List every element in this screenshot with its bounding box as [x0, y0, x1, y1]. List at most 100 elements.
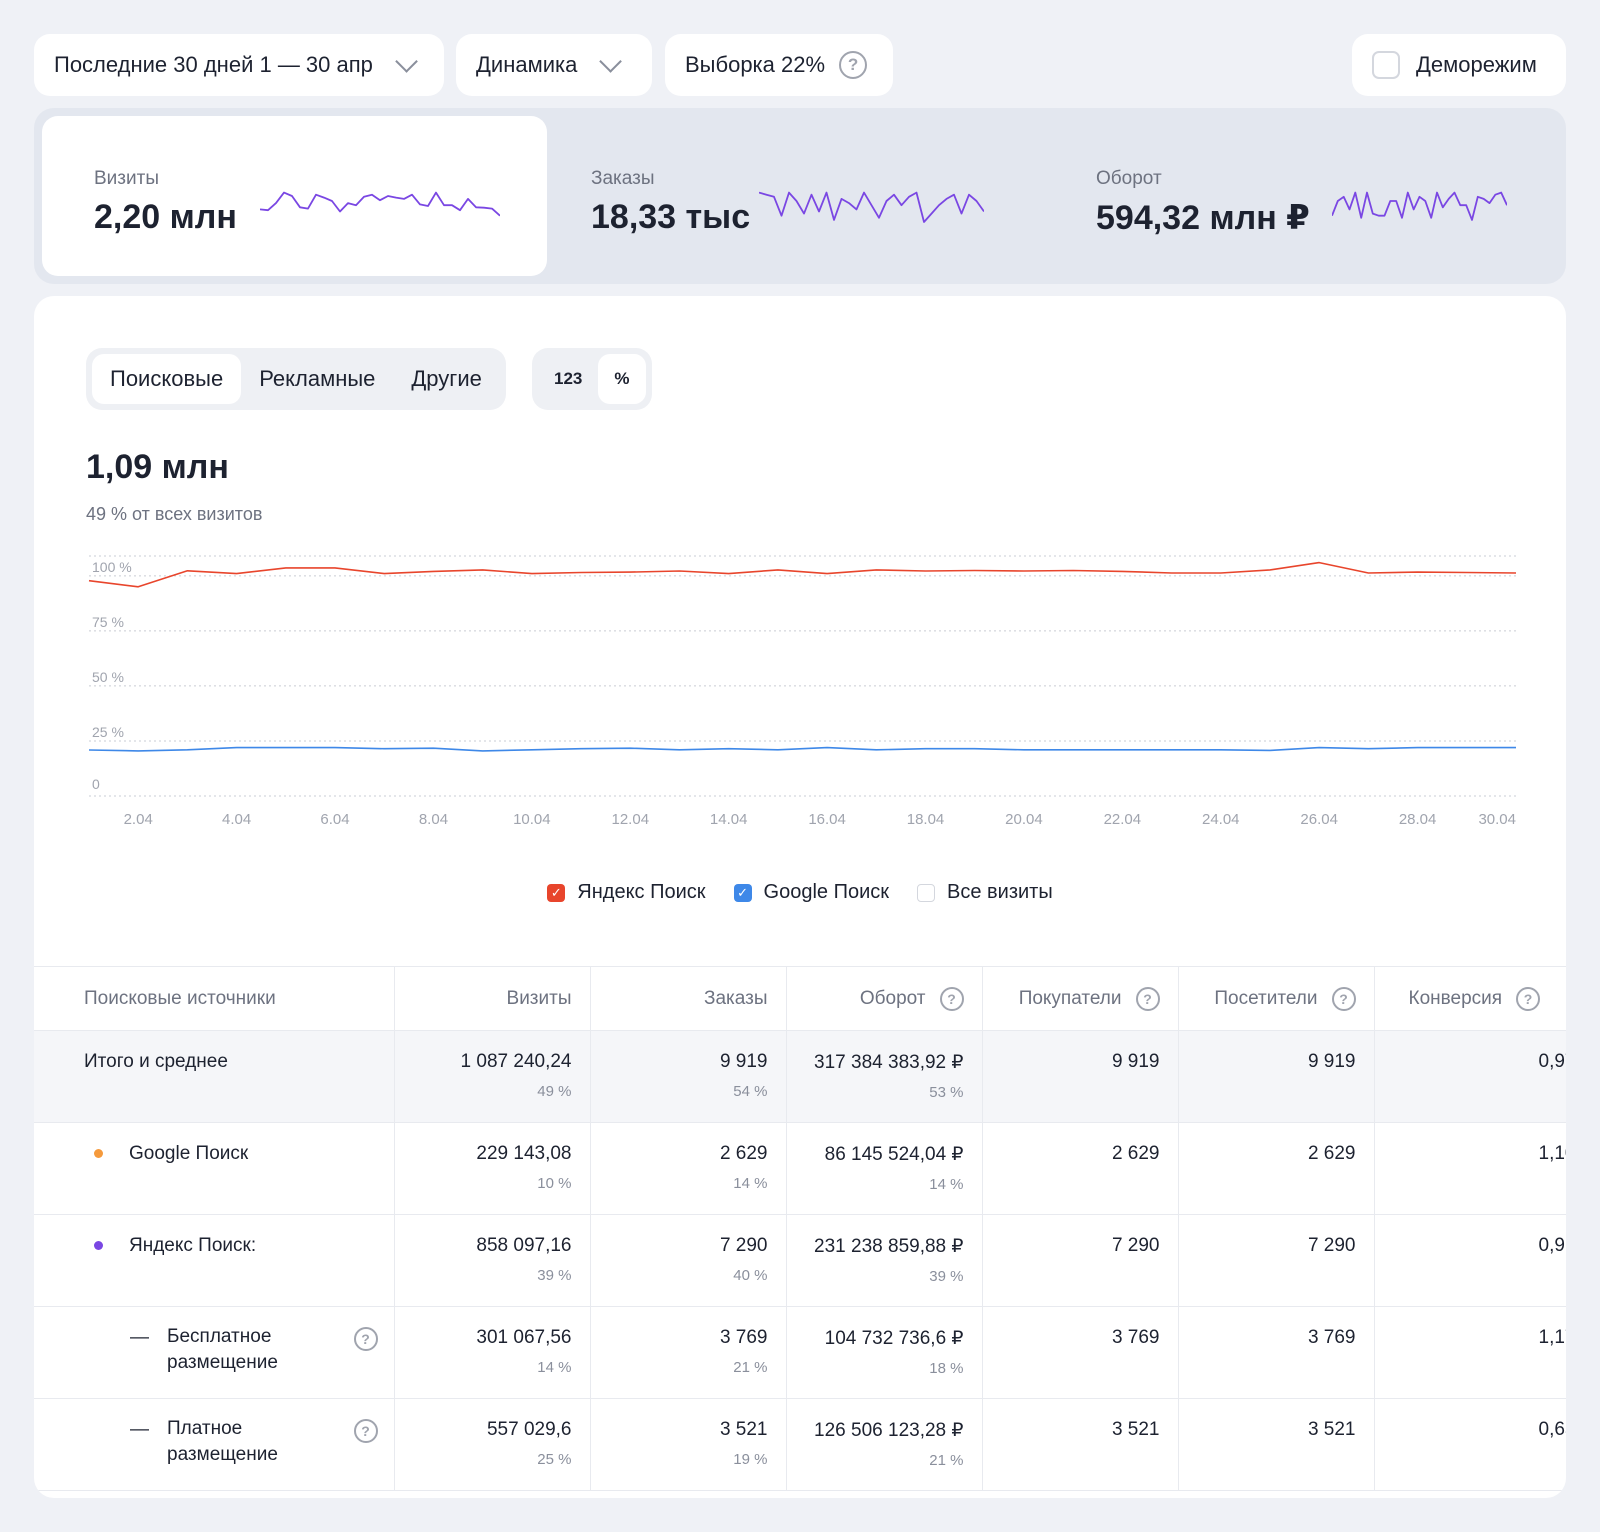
- y-tick-label: 0: [92, 776, 100, 792]
- x-tick-label: 8.04: [419, 811, 448, 828]
- kpi-value: 18,33 тыс: [591, 198, 751, 236]
- table-row[interactable]: — Платное размещение? 557 029,6 25 % 3 521 19 …: [34, 1398, 1566, 1491]
- sources-table: Поисковые источники Визиты Заказы Оборот…: [34, 966, 1566, 1491]
- chart-legend: ✓ Яндекс Поиск ✓ Google Поиск Все визиты: [34, 881, 1566, 904]
- cell-value: 1 087 240,24: [460, 1051, 572, 1072]
- kpi-label: Визиты: [94, 168, 159, 189]
- col-header-label: Оборот: [859, 987, 926, 1009]
- main-card: Поисковые Рекламные Другие 123 % 1,09 мл…: [34, 296, 1566, 1498]
- col-header-label: Покупатели: [1018, 987, 1122, 1009]
- col-header-revenue[interactable]: Оборот?: [786, 966, 983, 1031]
- demo-mode-toggle[interactable]: Деморежим: [1352, 34, 1566, 96]
- legend-checkbox-checked-icon[interactable]: ✓: [547, 883, 566, 902]
- source-name-cell: — Бесплатное размещение?: [34, 1306, 395, 1399]
- legend-item-yandex[interactable]: ✓ Яндекс Поиск: [547, 881, 706, 904]
- legend-checkbox-empty-icon[interactable]: [917, 883, 935, 902]
- row-label: Итого и среднее: [84, 1051, 228, 1072]
- data-cell: 126 506 123,28 ₽ 21 %: [786, 1398, 983, 1491]
- period-label: Последние 30 дней 1 — 30 апр: [54, 52, 373, 77]
- legend-item-all-visits[interactable]: Все визиты: [917, 881, 1053, 904]
- data-cell: 229 143,08 10 %: [394, 1122, 591, 1215]
- cell-value: 858 097,16: [476, 1235, 572, 1256]
- col-header-label: Конверсия: [1408, 987, 1503, 1009]
- cell-percent: 19 %: [733, 1451, 768, 1468]
- series-line-yandex[interactable]: [88, 561, 1517, 588]
- x-tick-label: 12.04: [612, 811, 650, 828]
- col-header-label: Посетители: [1214, 987, 1318, 1009]
- demo-checkbox[interactable]: [1372, 51, 1400, 79]
- cell-percent: 54 %: [733, 1083, 768, 1100]
- col-header-conversion[interactable]: Конверсия?: [1374, 966, 1566, 1031]
- y-tick-label: 25 %: [92, 724, 124, 740]
- cell-percent: 14 %: [733, 1175, 768, 1192]
- cell-percent: 39 %: [929, 1268, 964, 1285]
- data-cell: 2 629: [982, 1122, 1179, 1215]
- cell-value: 317 384 383,92 ₽: [814, 1052, 964, 1073]
- kpi-orders[interactable]: Заказы 18,33 тыс: [539, 116, 1044, 276]
- sparkline-path: [260, 191, 500, 217]
- help-icon[interactable]: ?: [1331, 986, 1356, 1011]
- col-header-buyers[interactable]: Покупатели?: [982, 966, 1179, 1031]
- series-line-google[interactable]: [88, 746, 1516, 752]
- data-cell: 1 087 240,24 49 %: [394, 1030, 591, 1123]
- legend-checkbox-checked-icon[interactable]: ✓: [733, 883, 752, 902]
- cell-value: 9 919: [719, 1051, 768, 1072]
- row-label: Google Поиск: [129, 1143, 249, 1164]
- col-header-orders[interactable]: Заказы: [590, 966, 787, 1031]
- data-cell: 1,10: [1374, 1122, 1566, 1215]
- table-row[interactable]: Яндекс Поиск: 858 097,16 39 % 7 290 40 % 231 …: [34, 1214, 1566, 1307]
- data-cell: 2 629: [1178, 1122, 1375, 1215]
- kpi-visits[interactable]: Визиты 2,20 млн: [42, 116, 547, 276]
- help-icon[interactable]: ?: [353, 1419, 378, 1443]
- data-cell: 9 919 54 %: [590, 1030, 787, 1123]
- tab-ads[interactable]: Рекламные: [259, 366, 376, 391]
- sparkline-path: [759, 191, 984, 223]
- help-icon[interactable]: ?: [939, 986, 964, 1011]
- y-tick-label: 100 %: [92, 559, 132, 575]
- help-icon[interactable]: ?: [839, 51, 868, 79]
- data-cell: 2 629 14 %: [590, 1122, 787, 1215]
- mode-label: Динамика: [476, 52, 578, 77]
- table-total-row[interactable]: Итого и среднее 1 087 240,24 49 % 9 919 54 %…: [34, 1030, 1566, 1123]
- x-tick-label: 6.04: [320, 811, 349, 828]
- mode-dropdown[interactable]: Динамика: [456, 34, 652, 96]
- sample-selector[interactable]: Выборка 22% ?: [665, 34, 893, 96]
- help-icon[interactable]: ?: [1135, 986, 1160, 1011]
- tab-other[interactable]: Другие: [411, 366, 482, 391]
- x-tick-label: 24.04: [1202, 811, 1240, 828]
- source-name-cell: Яндекс Поиск:: [34, 1214, 395, 1307]
- help-icon[interactable]: ?: [1516, 986, 1541, 1011]
- row-label: Бесплатное: [167, 1326, 272, 1347]
- table-row[interactable]: — Бесплатное размещение? 301 067,56 14 % 3 76…: [34, 1306, 1566, 1399]
- kpi-sparkline: [1332, 191, 1507, 221]
- legend-item-google[interactable]: ✓ Google Поиск: [733, 881, 889, 904]
- summary-note: 49 % от всех визитов: [86, 504, 263, 524]
- col-header-visits[interactable]: Визиты: [394, 966, 591, 1031]
- table-row[interactable]: Google Поиск 229 143,08 10 % 2 629 14 % 86 14…: [34, 1122, 1566, 1215]
- data-cell: 3 521: [982, 1398, 1179, 1491]
- data-cell: 3 521 19 %: [590, 1398, 787, 1491]
- cell-value: 1,10: [1538, 1143, 1566, 1164]
- cell-value: 7 290: [1111, 1235, 1160, 1256]
- sample-label: Выборка 22%: [685, 52, 826, 77]
- kpi-revenue[interactable]: Оборот 594,32 млн ₽: [1044, 116, 1564, 276]
- x-tick-label: 26.04: [1300, 811, 1338, 828]
- tab-absolute[interactable]: 123: [554, 369, 583, 388]
- help-icon[interactable]: ?: [353, 1327, 378, 1351]
- tab-percent[interactable]: %: [598, 354, 646, 404]
- col-header-visitors[interactable]: Посетители?: [1178, 966, 1375, 1031]
- cell-percent: 53 %: [929, 1084, 964, 1101]
- x-tick-label: 14.04: [710, 811, 748, 828]
- tab-search[interactable]: Поисковые: [92, 354, 242, 404]
- data-cell: 0,65: [1374, 1398, 1566, 1491]
- cell-percent: 21 %: [733, 1359, 768, 1376]
- period-dropdown[interactable]: Последние 30 дней 1 — 30 апр: [34, 34, 444, 96]
- x-tick-label: 20.04: [1005, 811, 1043, 828]
- cell-value: 0,91: [1538, 1235, 1566, 1256]
- col-header-source[interactable]: Поисковые источники: [34, 966, 395, 1031]
- x-tick-label: 10.04: [513, 811, 551, 828]
- cell-value: 229 143,08: [476, 1143, 572, 1164]
- cell-value: 126 506 123,28 ₽: [814, 1420, 964, 1441]
- cell-percent: 49 %: [537, 1083, 572, 1100]
- series-dot-icon: [94, 1241, 103, 1251]
